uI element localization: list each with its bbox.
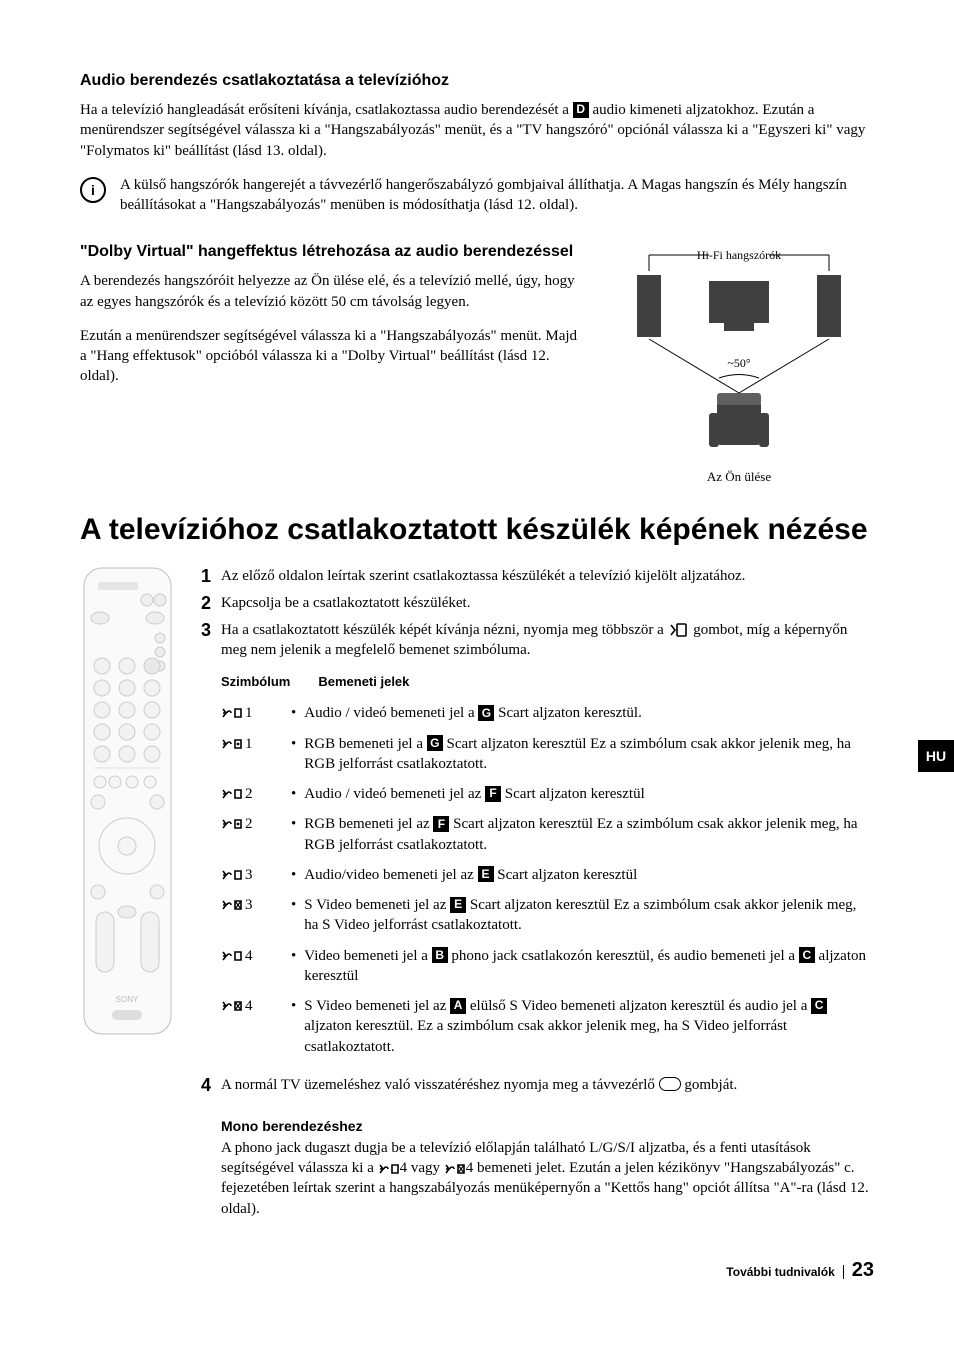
av-icon (221, 706, 243, 720)
step-text: A normál TV üzemeléshez való visszatérés… (221, 1075, 874, 1095)
signal-row: 2 • Audio / videó bemeneti jel az F Scart … (221, 784, 874, 804)
sv-icon (221, 898, 243, 912)
signal-text: Audio / videó bemeneti jel az F Scart al… (304, 784, 874, 804)
signal-text: RGB bemeneti jel a G Scart aljzaton kere… (304, 734, 874, 775)
bullet: • (291, 703, 296, 723)
svideo-icon (444, 1162, 466, 1176)
av-icon (378, 1162, 400, 1176)
text: Ha a televízió hangleadását erősíteni kí… (80, 102, 573, 118)
mono-heading: Mono berendezéshez (221, 1118, 874, 1134)
rgb-icon (221, 817, 243, 831)
info-callout: i A külső hangszórók hangerejét a távvez… (80, 175, 874, 216)
step-4: 4 A normál TV üzemeléshez való visszatér… (193, 1075, 874, 1096)
av-icon (221, 949, 243, 963)
info-text: A külső hangszórók hangerejét a távvezér… (120, 175, 874, 216)
step-number: 3 (193, 620, 211, 641)
signal-row: 2 • RGB bemeneti jel az F Scart aljzaton k… (221, 814, 874, 855)
bullet: • (291, 996, 296, 1016)
letter-box: F (485, 786, 501, 802)
signal-text: RGB bemeneti jel az F Scart aljzaton ker… (304, 814, 874, 855)
info-icon: i (80, 177, 106, 203)
letter-box: F (433, 816, 449, 832)
diagram-caption: Az Ön ülése (604, 469, 874, 485)
svideo-icon (221, 999, 243, 1013)
tv-button-icon (659, 1077, 681, 1091)
signal-text: Audio / videó bemeneti jel a G Scart alj… (304, 703, 874, 723)
signal-text: Audio/video bemeneti jel az E Scart aljz… (304, 865, 874, 885)
dolby-p2: Ezután a menürendszer segítségével válas… (80, 326, 580, 387)
letter-box: B (432, 947, 448, 963)
step-number: 2 (193, 593, 211, 614)
letter-box: E (478, 866, 494, 882)
signal-row: 3 • S Video bemeneti jel az E Scart aljzat… (221, 895, 874, 936)
signal-row: 1 • Audio / videó bemeneti jel a G Scart a… (221, 703, 874, 723)
language-tab: HU (918, 740, 954, 772)
page-footer: További tudnivalók 23 (80, 1259, 874, 1282)
symbol-number: 4 (245, 946, 253, 966)
step-text: Kapcsolja be a csatlakoztatott készüléke… (221, 593, 874, 613)
symbol-number: 3 (245, 865, 253, 885)
step-2: 2 Kapcsolja be a csatlakoztatott készülé… (193, 593, 874, 614)
step-number: 4 (193, 1075, 211, 1096)
speaker-diagram: Hi-Fi hangszórók ~50° Az Ön ülése (604, 243, 874, 485)
rgb-icon (221, 737, 243, 751)
step-1: 1 Az előző oldalon leírtak szerint csatl… (193, 566, 874, 587)
signal-row: 3 • Audio/video bemeneti jel az E Scart al… (221, 865, 874, 885)
letter-box: C (811, 998, 827, 1014)
footer-section: További tudnivalók (726, 1265, 843, 1279)
col-symbol: Szimbólum (221, 674, 290, 689)
main-heading: A televízióhoz csatlakoztatott készülék … (80, 513, 874, 548)
letter-box: G (478, 705, 494, 721)
letter-box: E (450, 897, 466, 913)
symbol-number: 2 (245, 814, 253, 834)
bullet: • (291, 784, 296, 804)
symbol-number: 4 (245, 996, 253, 1016)
step-text: Ha a csatlakoztatott készülék képét kívá… (221, 620, 874, 661)
bullet: • (291, 895, 296, 915)
signal-row: 4 • S Video bemeneti jel az A elülső S V… (221, 996, 874, 1057)
symbol-number: 1 (245, 703, 253, 723)
step-text: Az előző oldalon leírtak szerint csatlak… (221, 566, 874, 586)
symbol-number: 3 (245, 895, 253, 915)
signal-row: 4 • Video bemeneti jel a B phono jack cs… (221, 946, 874, 987)
bullet: • (291, 814, 296, 834)
svg-text:SONY: SONY (116, 995, 139, 1004)
bullet: • (291, 734, 296, 754)
footer-page-number: 23 (852, 1259, 874, 1282)
letter-box: G (427, 735, 443, 751)
step-3: 3 Ha a csatlakoztatott készülék képét kí… (193, 620, 874, 661)
diagram-top-label: Hi-Fi hangszórók (697, 248, 781, 262)
remote-illustration: SONY (80, 566, 175, 1041)
symbol-number: 1 (245, 734, 253, 754)
bullet: • (291, 865, 296, 885)
col-signal: Bemeneti jelek (318, 674, 409, 689)
diagram-angle-label: ~50° (727, 356, 750, 370)
bullet: • (291, 946, 296, 966)
letter-box: A (450, 998, 466, 1014)
letter-box-d: D (573, 102, 589, 118)
mono-para: A phono jack dugaszt dugja be a televízi… (221, 1138, 874, 1219)
signal-table-header: Szimbólum Bemeneti jelek (221, 674, 874, 689)
audio-connect-para: Ha a televízió hangleadását erősíteni kí… (80, 100, 874, 161)
symbol-number: 2 (245, 784, 253, 804)
input-source-icon (668, 622, 690, 638)
av-icon (221, 787, 243, 801)
letter-box: C (799, 947, 815, 963)
signal-text: Video bemeneti jel a B phono jack csatla… (304, 946, 874, 987)
audio-connect-heading: Audio berendezés csatlakoztatása a telev… (80, 72, 874, 90)
dolby-p1: A berendezés hangszóróit helyezze az Ön … (80, 271, 580, 312)
dolby-heading: "Dolby Virtual" hangeffektus létrehozása… (80, 243, 580, 261)
signal-text: S Video bemeneti jel az A elülső S Video… (304, 996, 874, 1057)
signal-row: 1 • RGB bemeneti jel a G Scart aljzaton ke… (221, 734, 874, 775)
av-icon (221, 868, 243, 882)
step-number: 1 (193, 566, 211, 587)
signal-text: S Video bemeneti jel az E Scart aljzaton… (304, 895, 874, 936)
